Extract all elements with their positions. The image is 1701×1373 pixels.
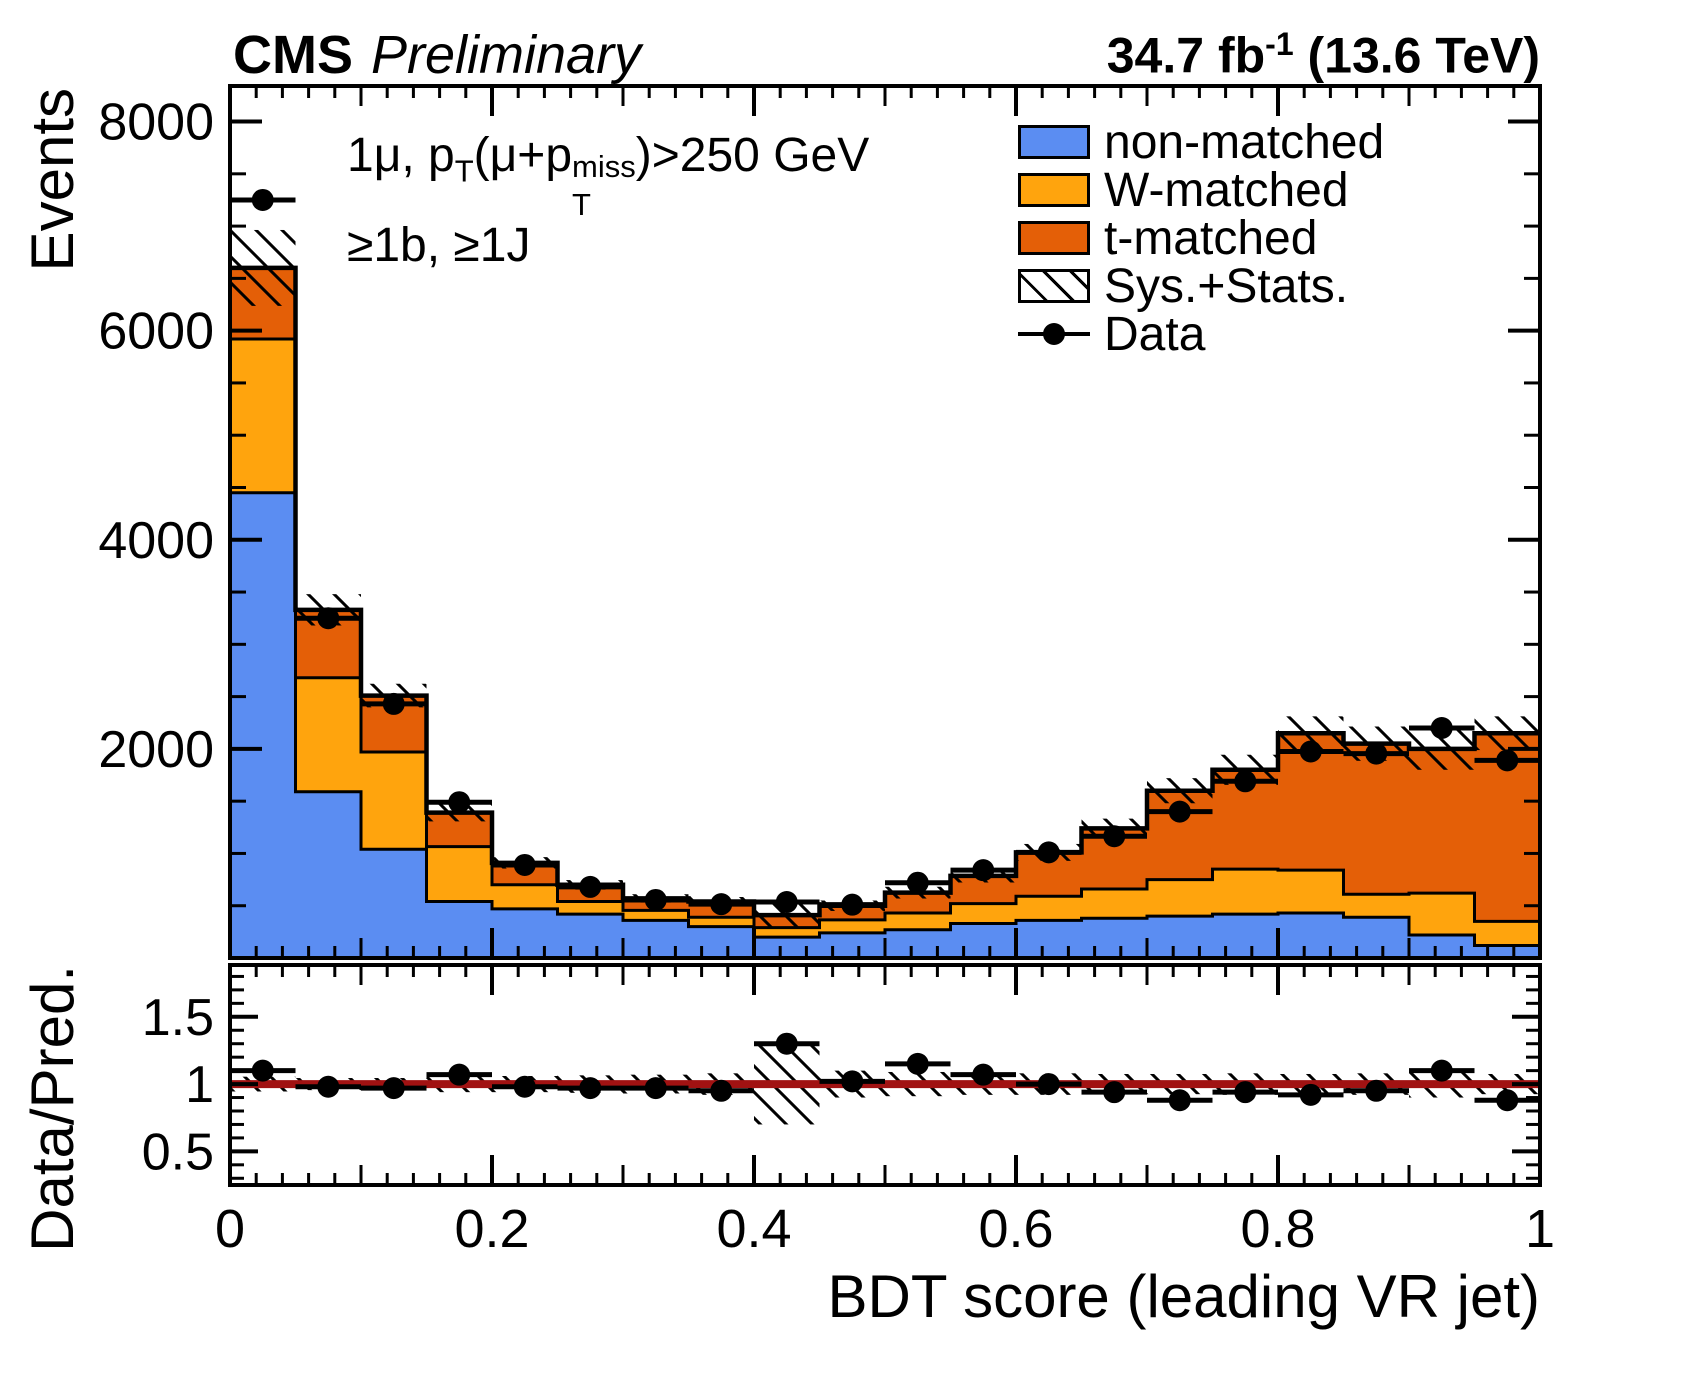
selection-annotation-line1: 1μ, pT(μ+p miss T)>250 GeV <box>347 129 870 222</box>
legend-item-w-matched: W-matched <box>1018 164 1384 217</box>
svg-text:0: 0 <box>215 1199 245 1259</box>
svg-text:4000: 4000 <box>98 512 214 570</box>
data-marker-icon <box>1018 317 1090 351</box>
selection-annotation-line2: ≥1b, ≥1J <box>347 219 531 272</box>
lumi-exponent: -1 <box>1265 26 1294 62</box>
x-axis-title: BDT score (leading VR jet) <box>827 1263 1541 1330</box>
svg-text:1.5: 1.5 <box>142 989 214 1047</box>
svg-text:0.2: 0.2 <box>454 1199 529 1259</box>
legend-item-sys-stats: Sys.+Stats. <box>1018 260 1384 313</box>
svg-text:0.4: 0.4 <box>716 1199 791 1259</box>
experiment-label: CMS <box>233 25 353 85</box>
ratio-y-axis-title: Data/Pred. <box>19 965 86 1252</box>
w-matched-swatch-icon <box>1018 173 1090 207</box>
y-axis-title: Events <box>19 88 86 272</box>
svg-text:1: 1 <box>1525 1199 1555 1259</box>
lumi-energy: (13.6 TeV) <box>1293 27 1541 84</box>
svg-text:1: 1 <box>185 1056 214 1114</box>
svg-text:2000: 2000 <box>98 721 214 779</box>
legend-item-data: Data <box>1018 308 1384 361</box>
sys-stats-hatch-swatch-icon <box>1018 269 1090 303</box>
svg-text:0.5: 0.5 <box>142 1123 214 1181</box>
svg-text:8000: 8000 <box>98 94 214 152</box>
t-matched-swatch-icon <box>1018 221 1090 255</box>
legend-item-t-matched: t-matched <box>1018 212 1384 265</box>
svg-text:0.6: 0.6 <box>978 1199 1053 1259</box>
status-label: Preliminary <box>371 25 642 85</box>
legend: non-matched W-matched t-matched Sys.+Sta… <box>1018 116 1384 361</box>
svg-text:6000: 6000 <box>98 303 214 361</box>
non-matched-swatch-icon <box>1018 125 1090 159</box>
legend-item-non-matched: non-matched <box>1018 116 1384 169</box>
header-left: CMS Preliminary <box>233 24 641 86</box>
lumi-label: 34.7 fb-1 (13.6 TeV) <box>1107 26 1540 85</box>
lumi-value: 34.7 fb <box>1106 27 1266 84</box>
svg-text:0.8: 0.8 <box>1240 1199 1315 1259</box>
